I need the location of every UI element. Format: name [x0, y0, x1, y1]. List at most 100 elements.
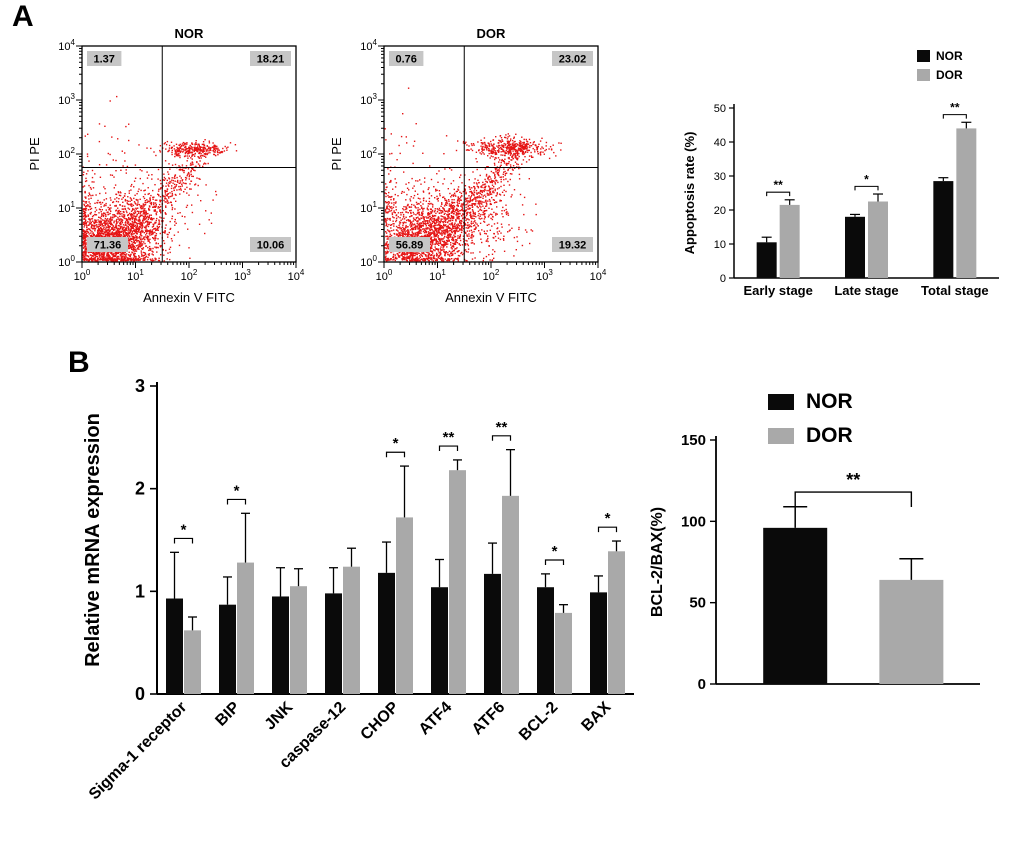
- bar-DOR-7: [555, 612, 572, 694]
- y-tick-label: 3: [135, 376, 145, 396]
- y-tick-label: 2: [135, 479, 145, 499]
- bar-NOR-7: [537, 587, 554, 694]
- y-axis-label: PI PE: [330, 137, 344, 171]
- bar-NOR-6: [484, 573, 501, 694]
- bar-NOR-3: [325, 593, 342, 694]
- y-tick-label: 10: [714, 239, 726, 251]
- significance-stars: **: [846, 470, 860, 490]
- significance-bracket: [544, 559, 565, 566]
- quadrant-percentage: 19.32: [559, 240, 587, 252]
- bar-NOR-8: [590, 592, 607, 694]
- quadrant-percentage: 18.21: [257, 54, 285, 66]
- significance-bracket: [942, 114, 967, 119]
- bar-DOR-1: [868, 201, 888, 278]
- quadrant-label-bg: [87, 237, 128, 252]
- y-tick-label: 150: [681, 432, 706, 449]
- category-label: BCL-2: [516, 699, 561, 744]
- significance-bracket: [226, 498, 247, 505]
- significance-bracket: [438, 445, 459, 452]
- category-label: Late stage: [834, 283, 898, 298]
- y-tick-label: 30: [714, 171, 726, 183]
- svg-text:101: 101: [127, 268, 144, 283]
- bar-DOR-4: [396, 517, 413, 694]
- svg-text:102: 102: [58, 146, 75, 161]
- legend-label-nor: NOR: [806, 390, 853, 413]
- significance-bracket: [766, 191, 791, 197]
- legend-label-dor: DOR: [936, 68, 963, 82]
- svg-text:104: 104: [58, 38, 75, 53]
- scatter-points: [82, 95, 238, 262]
- mrna-bar-chart: 0 1 2 3 Relative mRNA expression * Sigma-1 rec…: [82, 376, 634, 803]
- quadrant-percentage: 71.36: [94, 240, 122, 252]
- significance-stars: *: [605, 510, 611, 527]
- legend-swatch-nor: [917, 50, 930, 62]
- significance-bracket: [597, 526, 618, 533]
- y-tick-label: 0: [720, 273, 726, 285]
- plot-title: NOR: [175, 26, 205, 41]
- legend-entry-dor: DOR: [768, 424, 853, 448]
- apoptosis-chart-root: 0 10 20 30 40 50 Appoptosis rate (%) ** Early st…: [682, 49, 999, 298]
- quadrant-label-bg: [389, 51, 424, 66]
- legend-label-dor: DOR: [806, 424, 853, 447]
- svg-text:100: 100: [74, 268, 91, 283]
- significance-stars: *: [552, 543, 558, 560]
- bar-DOR-2: [956, 128, 977, 278]
- mrna-chart-root: 0 1 2 3 Relative mRNA expression * Sigma-1 rec…: [82, 376, 634, 803]
- panel-a-label: A: [12, 0, 34, 33]
- plot-title: DOR: [477, 26, 507, 41]
- category-label: ATF4: [416, 699, 456, 739]
- y-tick-label: 50: [714, 103, 726, 115]
- bar-NOR-0: [166, 598, 183, 694]
- bar-DOR-0: [184, 630, 201, 694]
- quadrant-percentage: 56.89: [396, 240, 424, 252]
- axis-ticks: [76, 45, 297, 268]
- bar-NOR-2: [933, 181, 954, 278]
- svg-text:101: 101: [58, 200, 75, 215]
- category-label: CHOP: [358, 699, 403, 744]
- quadrant-percentage: 1.37: [93, 54, 114, 66]
- significance-stars: *: [864, 172, 869, 186]
- scatter-points: [384, 87, 562, 262]
- significance-bracket: [385, 451, 406, 458]
- significance-bracket: [173, 537, 194, 544]
- legend-swatch-dor: [917, 69, 930, 81]
- x-axis-label: Annexin V FITC: [445, 290, 537, 305]
- y-tick-label: 40: [714, 137, 726, 149]
- category-label: BAX: [578, 699, 614, 735]
- bar-DOR-0: [779, 204, 800, 278]
- quadrant-label-bg: [552, 237, 593, 252]
- significance-stars: *: [181, 521, 187, 538]
- bar-NOR-5: [431, 587, 448, 694]
- category-label: JNK: [262, 698, 297, 733]
- significance-bracket: [794, 491, 913, 508]
- category-label: ATF6: [469, 699, 509, 739]
- apoptosis-bar-chart: 0 10 20 30 40 50 Appoptosis rate (%) ** Early st…: [682, 49, 999, 298]
- y-tick-label: 50: [689, 595, 706, 612]
- y-axis-label: BCL-2/BAX(%): [649, 507, 666, 617]
- y-tick-label: 0: [698, 676, 706, 693]
- category-label: Sigma-1 receptor: [86, 699, 190, 803]
- y-axis-label: Appoptosis rate (%): [682, 132, 697, 255]
- bcl2-bax-chart: 0 50 100 150 BCL-2/BAX(%) **: [649, 432, 980, 693]
- flow-plot-dor: DOR100100101101102102103103104104Annexin…: [330, 26, 607, 305]
- bar-DOR-6: [502, 495, 519, 694]
- bar-DOR-8: [608, 551, 625, 694]
- legend-swatch-dor: [768, 428, 794, 444]
- bar-DOR: [879, 579, 944, 684]
- category-label: Early stage: [743, 283, 812, 298]
- bar-DOR-5: [449, 470, 466, 694]
- significance-stars: **: [773, 178, 783, 192]
- significance-stars: **: [443, 429, 455, 446]
- bcl2-bax-chart-root: 0 50 100 150 BCL-2/BAX(%) **: [649, 432, 980, 693]
- significance-stars: **: [950, 101, 960, 115]
- category-label: Total stage: [921, 283, 989, 298]
- category-label: BIP: [212, 699, 243, 730]
- quadrant-label-bg: [552, 51, 593, 66]
- svg-text:103: 103: [58, 92, 75, 107]
- flow-plot: DOR100100101101102102103103104104Annexin…: [330, 26, 607, 305]
- significance-stars: *: [234, 482, 240, 499]
- legend-label-nor: NOR: [936, 49, 963, 63]
